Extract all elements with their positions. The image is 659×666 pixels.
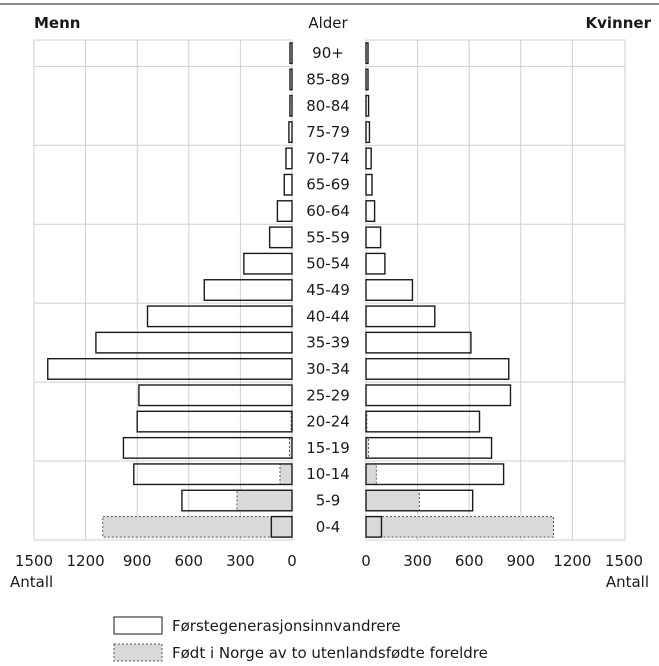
bar-men-born-0-4: [102, 516, 293, 538]
bar-men-born-5-9: [236, 489, 293, 512]
bar-men-born-10-14: [279, 463, 293, 485]
bar-men-first-30-34: [47, 357, 293, 380]
bar-men-first-40-44: [146, 305, 293, 328]
bar-men-first-90+: [289, 42, 293, 65]
bar-men-first-25-29: [138, 384, 293, 407]
bars-group: [47, 42, 554, 538]
left-title: Menn: [34, 14, 80, 32]
x-tick-right: 0: [361, 552, 371, 570]
legend: Førstegenerasjonsinnvandrere Født i Norg…: [113, 616, 488, 662]
bar-men-first-65-69: [283, 173, 293, 196]
bar-women-first-60-64: [365, 200, 376, 223]
bar-women-born-0-4: [365, 516, 554, 538]
age-label-40-44: 40-44: [306, 307, 350, 325]
bar-women-first-40-44: [365, 305, 436, 328]
right-plot-frame: [365, 39, 626, 541]
axis-label-right: Antall: [606, 573, 649, 591]
bar-women-first-70-74: [365, 147, 372, 170]
age-label-5-9: 5-9: [316, 492, 341, 510]
legend-label-first: Førstegenerasjonsinnvandrere: [172, 617, 401, 635]
age-label-75-79: 75-79: [306, 123, 350, 141]
x-tick-right: 1200: [553, 552, 591, 570]
x-tick-right: 900: [506, 552, 535, 570]
bar-men-first-55-59: [268, 226, 293, 249]
bar-men-first-15-19: [122, 436, 293, 459]
bar-women-first-65-69: [365, 173, 373, 196]
age-label-55-59: 55-59: [306, 228, 350, 246]
bar-women-first-75-79: [365, 121, 371, 144]
bar-men-first-50-54: [243, 252, 293, 275]
age-label-45-49: 45-49: [306, 281, 350, 299]
age-label-70-74: 70-74: [306, 149, 350, 167]
bar-men-first-5-9: [181, 489, 293, 512]
bar-men-first-20-24: [136, 410, 293, 433]
bar-men-first-35-39: [95, 331, 293, 354]
age-label-25-29: 25-29: [306, 386, 350, 404]
bar-women-first-45-49: [365, 279, 414, 301]
x-tick-left: 300: [226, 552, 255, 570]
age-labels: 0-4 5-9 10-14 15-19 20-24 25-29 30-34 35-39 40-4…: [306, 44, 350, 536]
bar-women-born-5-9: [365, 489, 420, 512]
age-label-20-24: 20-24: [306, 413, 350, 431]
x-tick-right: 600: [455, 552, 484, 570]
x-tick-left: 1500: [15, 552, 53, 570]
bar-women-first-0-4: [365, 515, 383, 538]
bar-women-first-55-59: [365, 226, 382, 249]
x-tick-right: 300: [403, 552, 432, 570]
axis-label-left: Antall: [10, 573, 53, 591]
bar-women-first-15-19: [365, 436, 493, 459]
bar-men-first-10-14: [133, 463, 293, 486]
bar-men-first-85-89: [289, 68, 293, 91]
age-label-35-39: 35-39: [306, 334, 350, 352]
bar-women-first-35-39: [365, 331, 472, 354]
legend-swatch-first: [113, 616, 163, 635]
grid-lines: [34, 40, 625, 540]
bar-men-first-70-74: [285, 147, 293, 170]
bar-women-first-20-24: [365, 410, 481, 433]
bar-women-first-85-89: [365, 68, 369, 91]
x-tick-left: 1200: [67, 552, 105, 570]
bar-women-first-90+: [365, 42, 369, 65]
age-label-0-4: 0-4: [316, 518, 341, 536]
right-title: Kvinner: [586, 14, 652, 32]
age-label-65-69: 65-69: [306, 176, 350, 194]
legend-swatch-born: [113, 643, 163, 662]
age-label-90+: 90+: [312, 44, 344, 62]
bar-men-first-60-64: [276, 200, 293, 223]
age-label-85-89: 85-89: [306, 70, 350, 88]
age-label-60-64: 60-64: [306, 202, 350, 220]
x-tick-right: 1500: [605, 552, 643, 570]
x-tick-left: 0: [287, 552, 297, 570]
age-label-80-84: 80-84: [306, 97, 350, 115]
x-tick-left: 900: [123, 552, 152, 570]
age-label-10-14: 10-14: [306, 465, 350, 483]
bar-women-first-5-9: [365, 489, 474, 512]
bar-women-first-50-54: [365, 252, 386, 275]
age-label-15-19: 15-19: [306, 439, 350, 457]
x-tick-labels: 1500 1200 900 600 300 0 0 300 600 900 1200 1500: [15, 552, 643, 570]
bar-women-first-30-34: [365, 357, 510, 380]
bar-men-first-0-4: [270, 515, 293, 538]
x-tick-left: 600: [174, 552, 203, 570]
center-title: Alder: [308, 14, 348, 32]
bar-women-first-80-84: [365, 94, 370, 117]
bar-men-first-45-49: [203, 279, 293, 301]
bar-men-first-75-79: [288, 121, 293, 144]
legend-label-born: Født i Norge av to utenlandsfødte foreld…: [172, 644, 488, 662]
left-plot-frame: [33, 39, 293, 541]
age-label-50-54: 50-54: [306, 255, 350, 273]
bar-men-first-80-84: [289, 94, 293, 117]
bar-women-first-10-14: [365, 463, 505, 486]
bar-women-born-10-14: [365, 463, 377, 485]
bar-women-first-25-29: [365, 384, 512, 407]
age-label-30-34: 30-34: [306, 360, 350, 378]
